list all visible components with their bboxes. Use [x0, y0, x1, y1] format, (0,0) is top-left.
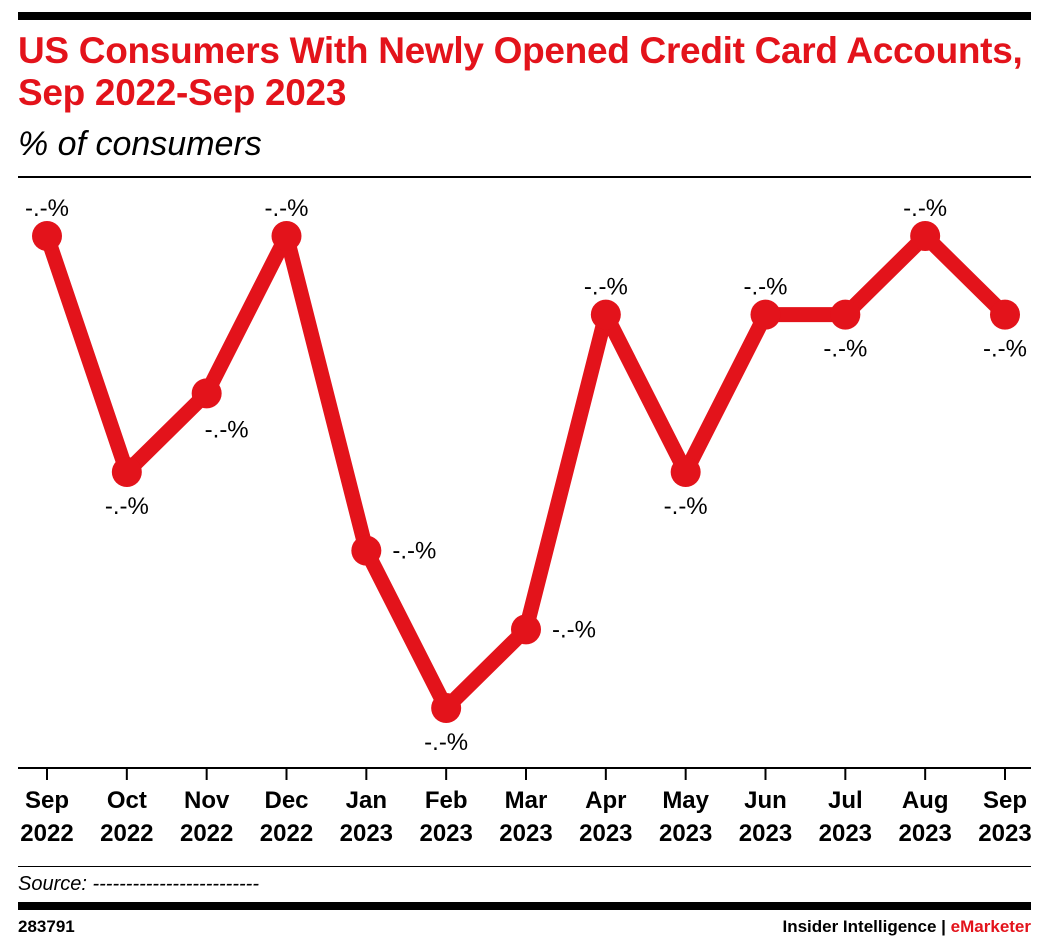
- data-point: [431, 693, 462, 723]
- x-tick-label: 2023: [579, 820, 632, 847]
- source-note: Source: -------------------------: [18, 873, 259, 895]
- data-label: -.-%: [744, 274, 788, 301]
- x-tick-label: Jul: [828, 787, 863, 814]
- data-label: -.-%: [823, 336, 867, 363]
- data-point: [351, 535, 382, 566]
- x-axis: [18, 767, 1031, 780]
- x-tick-label: 2023: [499, 820, 552, 847]
- data-point: [670, 457, 701, 487]
- data-point: [910, 221, 941, 251]
- x-tick-label: 2023: [819, 820, 872, 847]
- x-tick-label: 2023: [419, 820, 472, 847]
- brand-logo: Insider Intelligence | eMarketer: [782, 917, 1031, 937]
- data-label: -.-%: [25, 195, 69, 222]
- data-label: -.-%: [664, 493, 708, 520]
- x-tick-label: 2023: [898, 820, 951, 847]
- data-point: [830, 299, 861, 330]
- bottom-rule: [18, 902, 1031, 910]
- x-tick-label: 2022: [260, 820, 313, 847]
- x-tick-label: 2023: [978, 820, 1031, 847]
- data-label: -.-%: [983, 336, 1027, 363]
- brand-name: Insider Intelligence |: [782, 917, 951, 936]
- series-layer: [32, 221, 1020, 723]
- data-label: -.-%: [265, 195, 309, 222]
- x-tick-label: Jun: [744, 787, 787, 814]
- chart-title: US Consumers With Newly Opened Credit Ca…: [18, 30, 1023, 113]
- x-tick-label: Jan: [346, 787, 387, 814]
- x-tick-label: Dec: [264, 787, 308, 814]
- x-tick-label: Feb: [425, 787, 468, 814]
- x-tick-label: 2022: [100, 820, 153, 847]
- data-point: [511, 614, 541, 645]
- x-tick-label: 2023: [659, 820, 712, 847]
- x-tick-label: Apr: [585, 787, 626, 814]
- tick-label-layer: Sep 2022 Oct 2022 Nov 2022 Dec 2022 Jan 2023 Feb 20…: [20, 787, 1031, 847]
- data-label-layer: -.-% -.-% -.-% -.-% -.-% -.-% -.-% -.-% -.-% -.-%…: [25, 195, 1027, 756]
- data-label: -.-%: [392, 538, 436, 565]
- data-point: [590, 299, 621, 330]
- top-rule: [18, 12, 1031, 20]
- data-point: [32, 221, 62, 251]
- x-tick-label: Oct: [107, 787, 147, 814]
- data-point: [271, 221, 302, 251]
- chart-id: 283791: [18, 917, 75, 936]
- data-label: -.-%: [424, 729, 468, 756]
- brand-accent: eMarketer: [950, 917, 1031, 936]
- source-divider: [18, 866, 1031, 867]
- x-tick-label: 2022: [20, 820, 73, 847]
- data-label: -.-%: [903, 195, 947, 222]
- chart-subtitle: % of consumers: [18, 125, 262, 163]
- data-point: [111, 457, 142, 487]
- x-tick-label: 2023: [739, 820, 792, 847]
- x-tick-label: Aug: [902, 787, 949, 814]
- x-tick-label: May: [662, 787, 709, 814]
- data-label: -.-%: [205, 416, 249, 443]
- data-point: [990, 299, 1020, 330]
- x-tick-label: Mar: [505, 787, 548, 814]
- data-label: -.-%: [105, 493, 149, 520]
- x-tick-label: Sep: [25, 787, 69, 814]
- x-tick-label: 2022: [180, 820, 233, 847]
- x-tick-label: Nov: [184, 787, 230, 814]
- header-divider: [18, 176, 1031, 178]
- data-label: -.-%: [552, 616, 596, 643]
- x-tick-label: 2023: [340, 820, 393, 847]
- data-label: -.-%: [584, 274, 628, 301]
- data-point: [191, 378, 222, 409]
- data-point: [750, 299, 781, 330]
- x-tick-label: Sep: [983, 787, 1027, 814]
